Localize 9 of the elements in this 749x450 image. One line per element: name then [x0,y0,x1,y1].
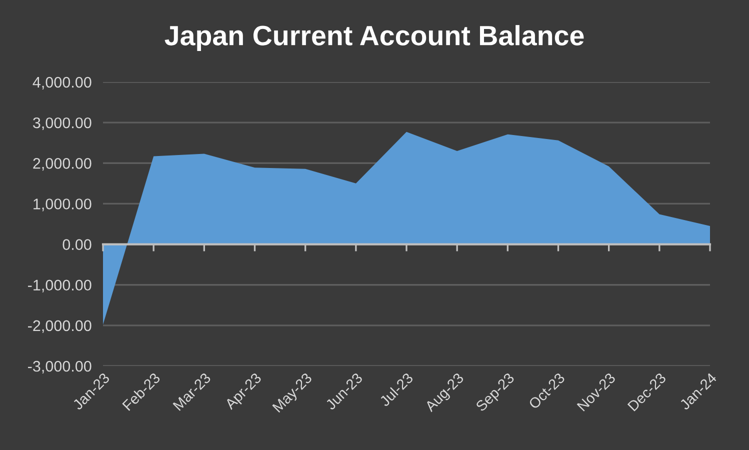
y-tick-label: -1,000.00 [28,280,92,292]
y-tick-label: 3,000.00 [33,117,92,130]
y-tick-label: -2,000.00 [28,320,92,333]
y-tick-label: -3,000.00 [28,360,92,374]
chart-title: Japan Current Account Balance [164,25,584,51]
y-tick-label: 0.00 [62,239,92,250]
y-tick-label: 1,000.00 [34,198,92,212]
y-tick-label: 2,000.00 [33,158,92,171]
y-tick-label: 4,000.00 [32,76,92,90]
